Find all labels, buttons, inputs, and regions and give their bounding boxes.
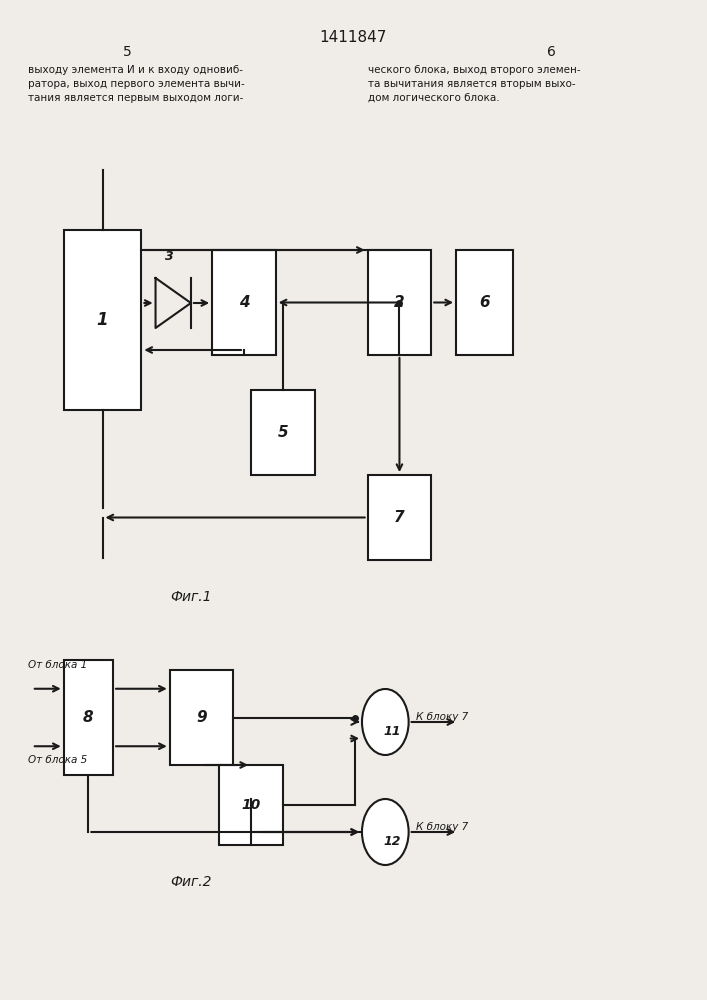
Text: К блоку 7: К блоку 7 bbox=[416, 712, 468, 722]
Bar bbox=[368, 250, 431, 355]
Text: От блока 1: От блока 1 bbox=[28, 660, 88, 670]
Bar bbox=[64, 660, 113, 775]
Bar bbox=[219, 765, 283, 845]
Text: 12: 12 bbox=[384, 835, 401, 848]
Bar bbox=[170, 670, 233, 765]
Bar bbox=[251, 390, 315, 475]
Text: 8: 8 bbox=[83, 710, 94, 725]
Text: 1: 1 bbox=[97, 311, 108, 329]
Text: 1411847: 1411847 bbox=[320, 30, 387, 45]
Text: 4: 4 bbox=[238, 295, 250, 310]
Text: Фиг.2: Фиг.2 bbox=[170, 875, 211, 889]
Circle shape bbox=[362, 799, 409, 865]
Text: Фиг.1: Фиг.1 bbox=[170, 590, 211, 604]
Text: 3: 3 bbox=[165, 250, 174, 263]
Text: 6: 6 bbox=[547, 45, 556, 59]
Bar bbox=[212, 250, 276, 355]
Text: 2: 2 bbox=[394, 295, 405, 310]
Text: От блока 5: От блока 5 bbox=[28, 755, 88, 765]
Text: выходу элемента И и к входу одновиб-
ратора, выход первого элемента вычи-
тания : выходу элемента И и к входу одновиб- рат… bbox=[28, 65, 245, 103]
Text: К блоку 7: К блоку 7 bbox=[416, 822, 468, 832]
Bar bbox=[368, 475, 431, 560]
Text: 9: 9 bbox=[196, 710, 207, 725]
Text: 7: 7 bbox=[394, 510, 405, 525]
Text: 5: 5 bbox=[123, 45, 132, 59]
Text: 6: 6 bbox=[479, 295, 490, 310]
Text: 5: 5 bbox=[277, 425, 288, 440]
Text: 11: 11 bbox=[384, 725, 401, 738]
Bar bbox=[456, 250, 513, 355]
Bar bbox=[64, 230, 141, 410]
Text: ческого блока, выход второго элемен-
та вычитания является вторым выхо-
дом логи: ческого блока, выход второго элемен- та … bbox=[368, 65, 580, 103]
Text: 10: 10 bbox=[241, 798, 261, 812]
Circle shape bbox=[362, 689, 409, 755]
